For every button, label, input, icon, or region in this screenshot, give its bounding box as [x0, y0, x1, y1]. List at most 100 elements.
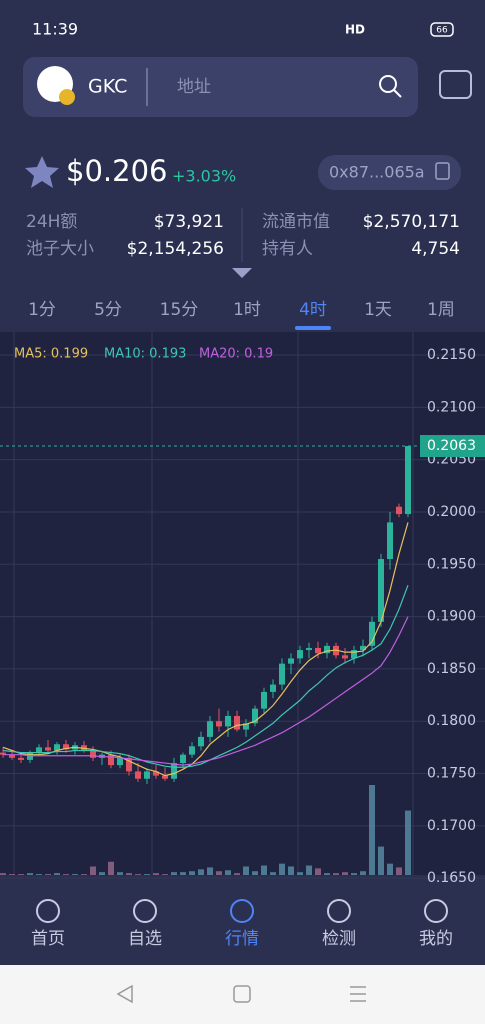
favorite-star[interactable] — [25, 156, 59, 188]
volume-bar — [162, 874, 168, 875]
search-box[interactable] — [23, 57, 418, 117]
volume-bar — [117, 872, 123, 875]
candle-body — [63, 744, 69, 750]
candle-body — [288, 658, 294, 664]
stat-label: 流通市值 — [262, 212, 330, 232]
volume-bar — [396, 867, 402, 875]
nav-label[interactable]: 首页 — [31, 929, 65, 949]
volume-bar — [216, 871, 222, 875]
search-icon[interactable] — [379, 75, 397, 93]
candle-body — [324, 645, 330, 654]
stat-label: 持有人 — [262, 239, 313, 259]
candle-body — [90, 750, 96, 758]
time: 11:39 — [32, 20, 78, 39]
volume-bar — [378, 846, 384, 875]
stat-value: 4,754 — [411, 239, 460, 259]
search-placeholder[interactable]: 地址 — [177, 77, 211, 97]
candle-body — [234, 715, 240, 730]
token-name: GKC — [88, 76, 127, 98]
volume-bar — [387, 863, 393, 875]
timeframe-tab[interactable]: 15分 — [160, 300, 199, 320]
copy-icon[interactable] — [435, 162, 450, 180]
candle-body — [54, 744, 60, 751]
ma-line — [3, 616, 409, 766]
stats: 24H额 $73,921 流通市值 $2,570,171 池子大小 $2,154,256 持… — [26, 212, 460, 259]
timeframe-tab[interactable]: 1天 — [364, 300, 392, 320]
volume-bar — [225, 870, 231, 875]
y-tick-label: 0.1850 — [427, 661, 476, 677]
price-change: +3.03% — [172, 167, 236, 186]
candle-body — [36, 747, 42, 753]
chart-bg — [0, 332, 485, 875]
candle-body — [135, 771, 141, 779]
ma-line — [2, 522, 409, 777]
volume-bar — [27, 873, 33, 875]
timeframe-tab[interactable]: 1周 — [427, 300, 455, 320]
nav-label[interactable]: 检测 — [322, 929, 356, 949]
volume-bar — [405, 810, 411, 875]
volume-bar — [126, 873, 132, 875]
candle-body — [108, 754, 114, 766]
stat-value: $73,921 — [154, 212, 224, 232]
candle-body — [180, 754, 186, 764]
volume-bar — [72, 874, 78, 875]
volume-bar — [45, 874, 51, 875]
candle-body — [207, 721, 213, 737]
battery-icon — [430, 22, 454, 37]
nav-label[interactable]: 我的 — [419, 929, 453, 949]
candle-body — [360, 645, 366, 651]
recents-button[interactable] — [350, 986, 366, 1002]
timeframe-tab[interactable]: 5分 — [94, 300, 122, 320]
candle-body — [126, 757, 132, 772]
nav-icon[interactable] — [327, 899, 351, 923]
volume-bar — [333, 873, 339, 875]
volume-bar — [180, 872, 186, 875]
nav-bg — [0, 875, 485, 965]
home-button[interactable] — [233, 985, 251, 1003]
volume-bar — [144, 874, 150, 875]
volume-bar — [207, 867, 213, 875]
volume-bar — [171, 872, 177, 875]
search-icon-handle — [393, 89, 402, 98]
wallet-icon[interactable] — [439, 70, 472, 99]
volume-bar — [297, 872, 303, 875]
volume-bar — [18, 874, 24, 875]
nav-label[interactable]: 自选 — [128, 929, 162, 949]
volume-bar — [189, 871, 195, 875]
legend-entry: MA20: 0.19 — [199, 347, 273, 362]
nav-icon[interactable] — [424, 899, 448, 923]
volume-bar — [288, 866, 294, 875]
expand-arrow[interactable] — [232, 268, 252, 278]
volume-bar — [36, 874, 42, 875]
back-button[interactable] — [116, 984, 133, 1004]
nav-icon[interactable] — [36, 899, 60, 923]
timeframe-tab[interactable]: 4时 — [299, 300, 327, 320]
volume-bar — [369, 785, 375, 875]
last-price-tag — [420, 435, 485, 458]
last-price-label: 0.2063 — [427, 438, 476, 454]
candle-body — [0, 752, 6, 755]
nav-label[interactable]: 行情 — [225, 929, 259, 949]
candle-body — [405, 446, 411, 515]
volume-bar — [351, 873, 357, 875]
timeframe-tab[interactable]: 1时 — [233, 300, 261, 320]
stat-value: $2,570,171 — [363, 212, 460, 232]
candle-body — [117, 757, 123, 766]
bottom-nav: 首页 自选 行情 检测 我的 — [31, 899, 453, 949]
candle-body — [297, 650, 303, 659]
candle-body — [378, 559, 384, 622]
y-tick-label: 0.1950 — [427, 556, 476, 572]
candle-body — [162, 775, 168, 779]
volume-bar — [198, 869, 204, 875]
address-pill[interactable] — [318, 155, 461, 190]
stat-label: 池子大小 — [26, 239, 94, 259]
y-tick-label: 0.1900 — [427, 609, 476, 625]
volume-bar — [99, 872, 105, 875]
nav-icon[interactable] — [230, 899, 254, 923]
nav-icon[interactable] — [133, 899, 157, 923]
volume-bar — [261, 865, 267, 875]
system-nav-bg — [0, 965, 485, 1024]
timeframe-tab[interactable]: 1分 — [28, 300, 56, 320]
candle-body — [342, 655, 348, 659]
